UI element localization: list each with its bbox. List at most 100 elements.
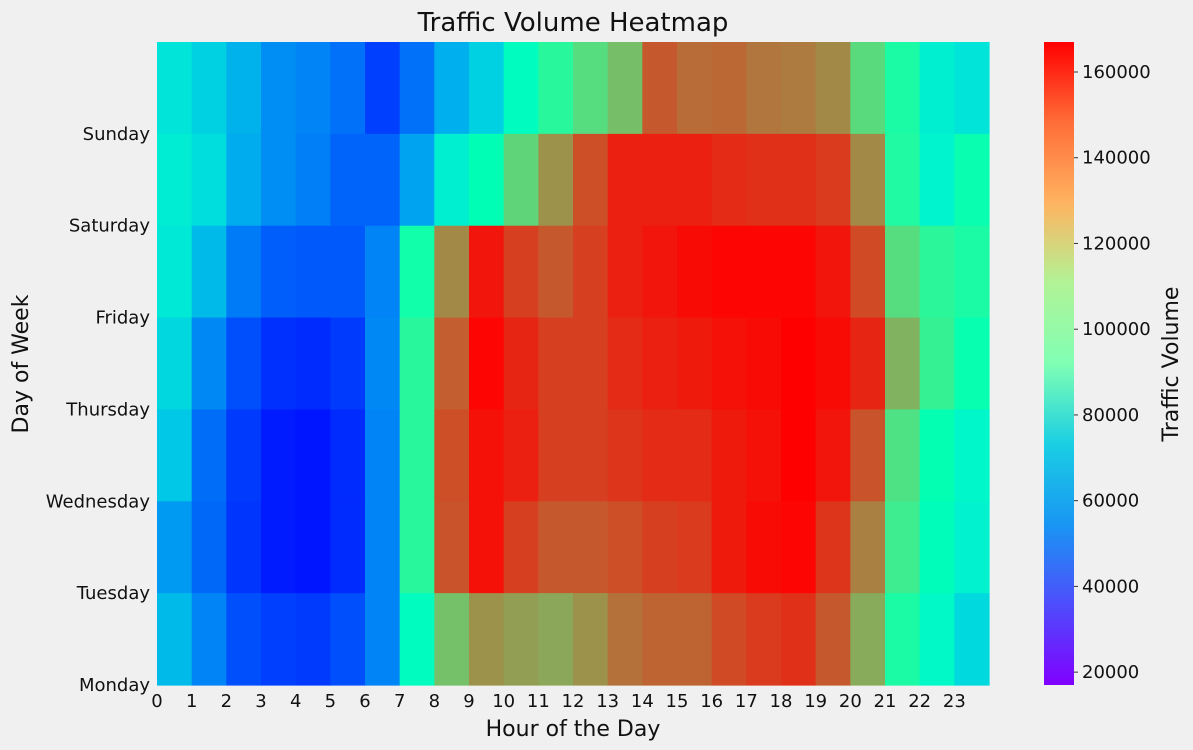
heatmap-cell xyxy=(330,501,366,594)
x-tick-label: 1 xyxy=(186,691,197,712)
heatmap-cell xyxy=(885,501,921,594)
heatmap-cell xyxy=(191,42,227,135)
heatmap-cell xyxy=(677,501,713,594)
heatmap-cell xyxy=(607,317,643,411)
x-tick-label: 0 xyxy=(151,691,162,712)
heatmap-cell xyxy=(295,593,331,686)
heatmap-cell xyxy=(919,317,955,411)
heatmap-cell xyxy=(573,42,609,135)
heatmap-cell xyxy=(157,225,193,319)
heatmap-cell xyxy=(642,317,678,411)
colorbar-tick-label: 160000 xyxy=(1082,62,1151,83)
heatmap-cell xyxy=(711,317,747,411)
heatmap-cell xyxy=(711,501,747,594)
heatmap-cell xyxy=(330,593,366,686)
heatmap-cell xyxy=(399,133,435,227)
heatmap-cell xyxy=(469,317,505,411)
heatmap-cell xyxy=(954,317,990,411)
heatmap-cell xyxy=(157,409,193,502)
heatmap-cell xyxy=(503,225,539,319)
heatmap-cell xyxy=(850,133,886,227)
heatmap-cell xyxy=(330,133,366,227)
heatmap-cell xyxy=(781,133,817,227)
heatmap-cell xyxy=(469,42,505,135)
heatmap-cell xyxy=(885,42,921,135)
heatmap-cell xyxy=(677,409,713,502)
heatmap-cell xyxy=(677,225,713,319)
heatmap-cell xyxy=(157,593,193,686)
heatmap-cell xyxy=(642,133,678,227)
x-tick-label: 7 xyxy=(394,691,405,712)
heatmap-cell xyxy=(746,593,782,686)
heatmap-cell xyxy=(677,317,713,411)
heatmap-cell xyxy=(434,593,470,686)
heatmap-cell xyxy=(538,225,574,319)
heatmap-cell xyxy=(919,42,955,135)
heatmap-cell xyxy=(642,409,678,502)
heatmap-cell xyxy=(365,42,401,135)
colorbar-tick-label: 20000 xyxy=(1082,662,1139,683)
heatmap-cell xyxy=(399,501,435,594)
heatmap-cell xyxy=(573,409,609,502)
heatmap-cell xyxy=(607,225,643,319)
heatmap-cell xyxy=(330,409,366,502)
heatmap-cell xyxy=(573,225,609,319)
x-tick-label: 12 xyxy=(562,691,585,712)
heatmap-cell xyxy=(919,409,955,502)
heatmap-cell xyxy=(781,225,817,319)
heatmap-cell xyxy=(954,593,990,686)
heatmap-cell xyxy=(261,501,297,594)
heatmap-cell xyxy=(746,133,782,227)
heatmap-cell xyxy=(157,501,193,594)
colorbar-tick-label: 80000 xyxy=(1082,405,1139,426)
heatmap-cell xyxy=(295,42,331,135)
heatmap-cell xyxy=(746,409,782,502)
heatmap-cell xyxy=(573,133,609,227)
heatmap-cell xyxy=(850,317,886,411)
x-tick-label: 9 xyxy=(463,691,474,712)
heatmap-cell xyxy=(607,501,643,594)
colorbar-tick-labels: 20000 40000 60000 80000 100000 120000 140000 16… xyxy=(1074,62,1151,683)
x-tick-labels: 0 1 2 3 4 5 6 7 8 9 10 11 12 13 14 15 16 17 18 19 20 21 22 23 xyxy=(151,691,966,712)
heatmap-cell xyxy=(885,409,921,502)
x-tick-label: 21 xyxy=(874,691,897,712)
heatmap-cell xyxy=(434,501,470,594)
heatmap-cell xyxy=(815,317,851,411)
heatmap-cell xyxy=(746,225,782,319)
heatmap-cell xyxy=(191,133,227,227)
colorbar-tick-label: 120000 xyxy=(1082,233,1151,254)
y-tick-label: Tuesday xyxy=(76,583,151,604)
heatmap-cell xyxy=(815,409,851,502)
heatmap-cell xyxy=(815,133,851,227)
heatmap-cell xyxy=(295,317,331,411)
heatmap-cell xyxy=(919,225,955,319)
heatmap-cell xyxy=(469,225,505,319)
y-tick-label: Saturday xyxy=(69,216,150,237)
x-tick-label: 8 xyxy=(429,691,440,712)
heatmap-cell xyxy=(538,133,574,227)
heatmap-cell xyxy=(607,133,643,227)
heatmap-cell xyxy=(226,133,262,227)
heatmap-cell xyxy=(295,501,331,594)
heatmap-cell xyxy=(815,42,851,135)
heatmap-cell xyxy=(191,409,227,502)
y-tick-label: Friday xyxy=(95,308,150,329)
heatmap-cell xyxy=(226,317,262,411)
heatmap-cell xyxy=(746,501,782,594)
chart-title: Traffic Volume Heatmap xyxy=(417,8,729,38)
heatmap-cell xyxy=(469,409,505,502)
heatmap-cell xyxy=(815,593,851,686)
heatmap-cell xyxy=(226,593,262,686)
x-tick-label: 15 xyxy=(666,691,689,712)
heatmap-cell xyxy=(226,42,262,135)
colorbar-label: Traffic Volume xyxy=(1159,287,1184,443)
heatmap-cell xyxy=(815,501,851,594)
x-tick-label: 11 xyxy=(527,691,550,712)
heatmap-cell xyxy=(365,409,401,502)
x-tick-label: 5 xyxy=(325,691,336,712)
y-axis-label: Day of Week xyxy=(9,294,34,433)
heatmap-cell xyxy=(607,42,643,135)
heatmap-cell xyxy=(261,409,297,502)
heatmap-cell xyxy=(295,225,331,319)
heatmap-cell xyxy=(642,225,678,319)
